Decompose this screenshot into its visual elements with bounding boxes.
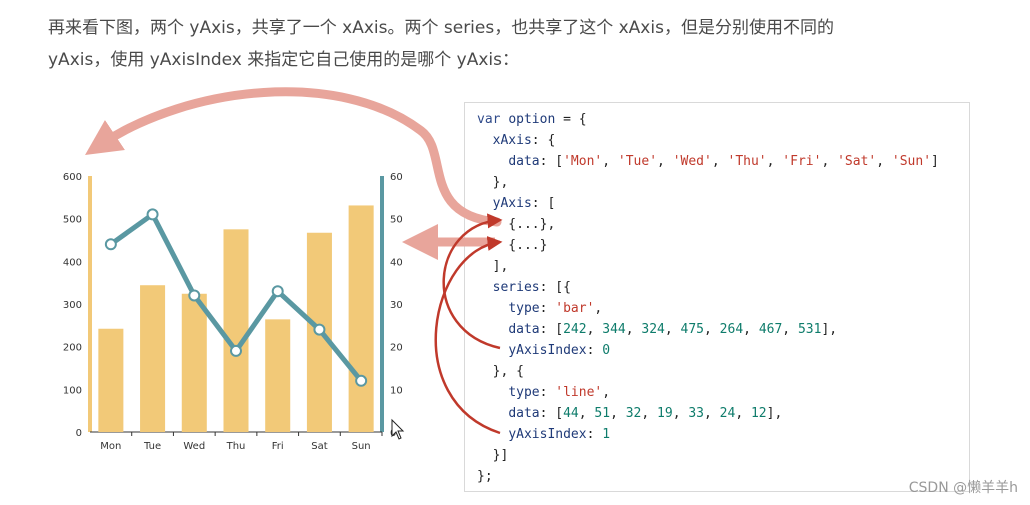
x-tick-label: Wed: [183, 441, 205, 452]
bar: [223, 229, 249, 432]
x-tick-label: Fri: [272, 441, 284, 452]
bar: [265, 319, 291, 432]
left-y-tick-label: 100: [63, 385, 82, 396]
intro-line-1: 再来看下图，两个 yAxis，共享了一个 xAxis。两个 series，也共享…: [48, 18, 834, 38]
code-block: var option = { xAxis: { data: ['Mon', 'T…: [464, 102, 970, 492]
bar: [98, 328, 124, 432]
line-point: [355, 374, 368, 387]
intro-line-2: yAxis，使用 yAxisIndex 来指定它自己使用的是哪个 yAxis：: [48, 50, 520, 70]
bar: [348, 205, 374, 432]
line-point: [188, 289, 201, 302]
code-line: {...},: [477, 217, 556, 232]
left-y-tick-label: 0: [76, 428, 82, 439]
watermark: CSDN @懒羊羊h: [908, 480, 1018, 496]
bar: [140, 285, 166, 432]
dual-axis-chart: 0 100 200 300 400 500 600 0 10 20 30 40 50 60 Mon Tue We…: [63, 172, 403, 452]
code-line: data: [242, 344, 324, 475, 264, 467, 531…: [508, 322, 838, 337]
right-y-tick-label: 20: [390, 343, 403, 354]
right-y-tick-label: 30: [390, 300, 403, 311]
line-point: [146, 208, 159, 221]
left-y-tick-label: 200: [63, 343, 82, 354]
x-tick-label: Sat: [311, 441, 327, 452]
right-y-tick-label: 40: [390, 257, 403, 268]
code-line: },: [477, 175, 509, 190]
code-line: {...}: [477, 238, 548, 253]
code-line: yAxisIndex: 0: [508, 343, 611, 358]
right-y-tick-label: 0: [390, 428, 396, 439]
code-line: data: [44, 51, 32, 19, 33, 24, 12],: [508, 406, 783, 421]
intro-text: 再来看下图，两个 yAxis，共享了一个 xAxis。两个 series，也共享…: [48, 12, 1008, 76]
code-line: series: [{: [492, 280, 571, 295]
code-line: };: [477, 469, 493, 484]
right-y-tick-label: 50: [390, 215, 403, 226]
code-line: }]: [477, 448, 509, 463]
code-line: type: 'bar',: [508, 301, 603, 316]
x-tick-label: Mon: [100, 441, 121, 452]
x-tick-label: Tue: [143, 441, 161, 452]
code-line: type: 'line',: [508, 385, 611, 400]
left-y-tick-label: 500: [63, 215, 82, 226]
x-tick-label: Sun: [352, 441, 371, 452]
right-y-tick-label: 60: [390, 172, 403, 183]
line-point: [230, 344, 242, 357]
left-y-tick-label: 400: [63, 257, 82, 268]
bar: [181, 293, 207, 432]
code-line: }, {: [477, 364, 524, 379]
left-y-tick-label: 300: [63, 300, 82, 311]
right-y-tick-label: 10: [390, 385, 403, 396]
code-line: data: ['Mon', 'Tue', 'Wed', 'Thu', 'Fri'…: [508, 154, 939, 169]
code-line: ],: [477, 259, 509, 274]
x-tick-label: Thu: [226, 441, 246, 452]
code-line: yAxis: [: [492, 196, 556, 211]
code-line: yAxisIndex: 1: [508, 427, 611, 442]
line-point: [271, 285, 284, 298]
code-line: xAxis: {: [492, 133, 556, 148]
line-point: [104, 238, 117, 251]
left-y-tick-label: 600: [63, 172, 82, 183]
code-line: var option = {: [477, 112, 587, 127]
line-point: [313, 323, 326, 336]
